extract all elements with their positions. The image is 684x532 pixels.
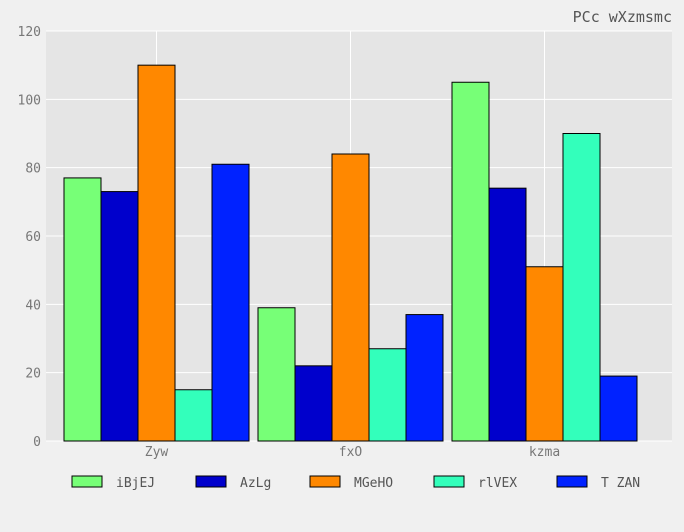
legend-swatch [309,475,341,488]
bar-t-zan-zyw [211,163,250,442]
y-tick-label: 80 [25,162,41,177]
legend-label: iBjEJ [116,476,155,491]
legend-swatch [195,475,227,488]
bar-rlvex-kzma [562,133,601,442]
y-axis-ticks: 0 20 40 60 80 100 120 [18,25,41,450]
legend-label: AzLg [240,476,271,491]
bar-azlg-zyw [100,191,139,442]
y-tick-label: 20 [25,367,41,382]
bar-azlg-fxo [294,365,333,442]
bars-group [63,64,638,442]
bar-rlvex-fxo [368,348,407,442]
bar-t-zan-fxo [405,314,444,442]
x-tick-label: fxO [339,445,363,460]
bar-mgeho-zyw [137,64,176,442]
bar-mgeho-fxo [331,153,370,442]
bar-rlvex-zyw [174,389,213,442]
x-tick-label: kzma [529,445,560,460]
bar-azlg-kzma [488,187,527,442]
legend-swatch [433,475,465,488]
y-tick-label: 60 [25,230,41,245]
legend-swatch [556,475,588,488]
x-axis-ticks: Zyw fxO kzma [145,445,560,460]
bar-ibjej-zyw [63,177,102,442]
legend-label: rlVEX [478,476,517,491]
legend-label: T ZAN [601,476,640,491]
y-tick-label: 100 [18,93,41,108]
x-tick-label: Zyw [145,445,169,460]
y-tick-label: 120 [18,25,41,40]
chart-title: PCc wXzmsmc [573,8,672,26]
legend: iBjEJ AzLg MGeHO rlVEX T ZAN [71,475,640,491]
bar-t-zan-kzma [599,375,638,442]
bar-ibjej-fxo [257,307,296,442]
y-tick-label: 40 [25,298,41,313]
y-tick-label: 0 [33,435,41,450]
bar-ibjej-kzma [451,81,490,442]
bar-mgeho-kzma [525,266,564,442]
legend-swatch [71,475,103,488]
legend-label: MGeHO [354,476,393,491]
